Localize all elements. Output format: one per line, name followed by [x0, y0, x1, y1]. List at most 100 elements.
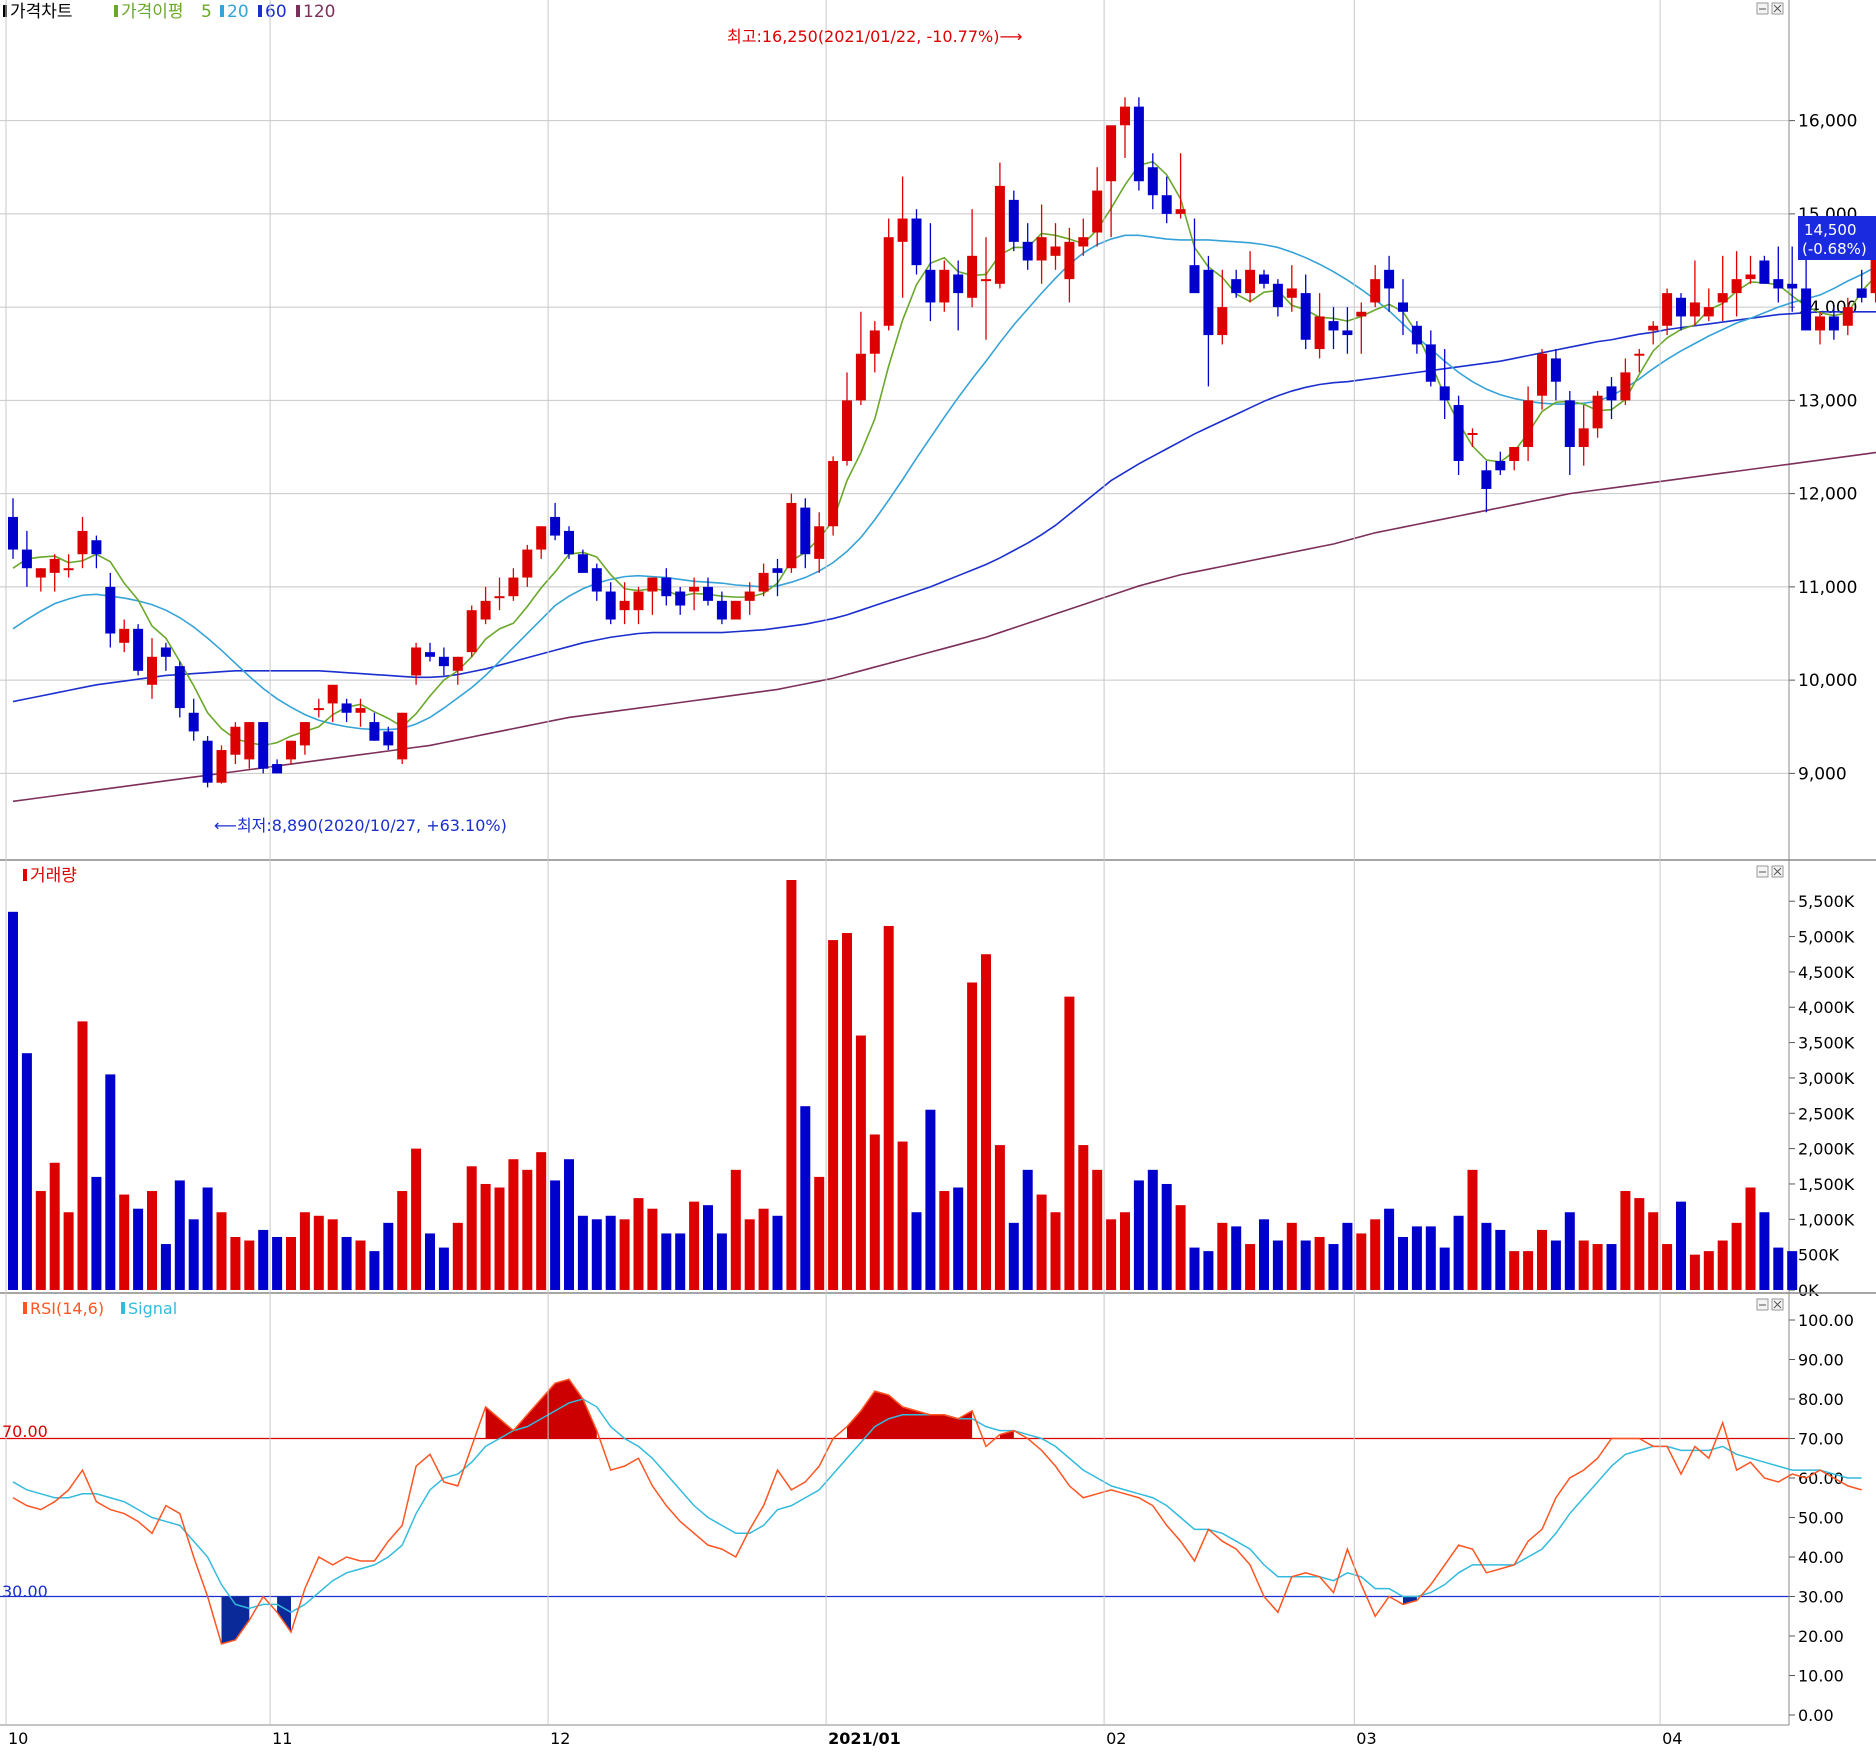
- rsi-tick-label: 30.00: [1798, 1588, 1844, 1607]
- volume-bar: [1648, 1212, 1659, 1290]
- volume-bar: [438, 1247, 449, 1290]
- legend-marker-ma20: [220, 5, 224, 17]
- candle-body: [35, 568, 46, 578]
- volume-tick-label: 4,000K: [1798, 998, 1855, 1017]
- candle-body: [341, 703, 352, 713]
- candle-body: [1286, 288, 1297, 298]
- current-price-background: [1798, 216, 1876, 260]
- volume-bar: [369, 1251, 380, 1290]
- candle-body: [967, 255, 978, 298]
- rsi-panel-buttons: [1756, 1298, 1784, 1311]
- volume-bar: [1537, 1229, 1547, 1290]
- rsi-overbought-area: [999, 1430, 1014, 1439]
- candle-body: [21, 549, 32, 569]
- volume-bar: [1245, 1244, 1256, 1290]
- candle-body: [1272, 283, 1283, 308]
- price-tick-label: 9,000: [1798, 764, 1847, 784]
- volume-bar: [1398, 1236, 1408, 1290]
- candle-body: [1717, 293, 1728, 303]
- candle-body: [1828, 316, 1839, 331]
- legend-marker-signal: [121, 1302, 125, 1314]
- volume-bar: [8, 911, 18, 1290]
- x-axis: 10 11 12 2021/01 02 03 04: [5, 0, 1682, 1748]
- volume-bar: [1133, 1180, 1144, 1290]
- candle-body: [1648, 325, 1659, 331]
- candle-body: [244, 722, 255, 760]
- volume-bar: [703, 1205, 713, 1290]
- rsi-tick-label: 50.00: [1798, 1509, 1844, 1528]
- volume-legend-title: 거래량: [30, 866, 77, 886]
- volume-bar: [1161, 1183, 1172, 1290]
- volume-bar: [758, 1208, 769, 1290]
- volume-tick-label: 3,000K: [1798, 1069, 1855, 1088]
- legend-marker-ma60: [258, 5, 262, 17]
- volume-bar: [1147, 1169, 1158, 1290]
- current-price: 14,500: [1804, 221, 1857, 239]
- candle-body: [355, 708, 366, 713]
- volume-bar: [272, 1236, 283, 1290]
- volume-bar: [494, 1187, 505, 1290]
- volume-bar: [1467, 1169, 1478, 1290]
- x-tick-label: 04: [1662, 1729, 1682, 1748]
- candle-body: [1467, 433, 1478, 436]
- volume-bar: [1620, 1191, 1631, 1290]
- candle-body: [1133, 106, 1144, 182]
- volume-bar: [1634, 1198, 1645, 1290]
- volume-bar: [772, 1215, 783, 1290]
- candle-body: [1008, 199, 1019, 242]
- rsi-upper-line-label: 70.00: [2, 1422, 48, 1441]
- volume-bar: [522, 1169, 533, 1290]
- volume-bar: [1286, 1222, 1297, 1290]
- candle-body: [1481, 470, 1492, 489]
- volume-tick-label: 1,000K: [1798, 1210, 1855, 1229]
- candle-body: [425, 652, 435, 657]
- candle-body: [313, 708, 324, 711]
- candle-body: [327, 684, 338, 704]
- rsi-legend-title: RSI(14,6): [30, 1299, 104, 1318]
- ma120-line: [12, 451, 1876, 803]
- volume-bar: [1606, 1244, 1617, 1290]
- candle-body: [730, 600, 741, 620]
- rsi-grid: 0.00 10.00 20.00 30.00 40.00 50.00 60.00 70.00 8…: [0, 1311, 1854, 1725]
- candle-body: [633, 591, 644, 611]
- rsi-oversold-area: [221, 1596, 250, 1644]
- ma60-line: [12, 310, 1876, 703]
- candle-body: [216, 750, 227, 783]
- price-tick-label: 16,000: [1798, 112, 1857, 132]
- candle-body: [105, 586, 116, 634]
- candle-body: [1662, 293, 1673, 326]
- volume-bar: [828, 940, 839, 1290]
- candle-body: [1620, 372, 1631, 401]
- candle-body: [1689, 302, 1700, 317]
- volume-bar: [1564, 1212, 1575, 1290]
- volume-bar: [147, 1191, 157, 1290]
- candle-body: [91, 540, 102, 555]
- close-icon-glyph: [1773, 1300, 1782, 1309]
- candle-body: [1425, 344, 1436, 382]
- volume-bar: [174, 1180, 185, 1290]
- volume-bar: [1064, 996, 1075, 1290]
- volume-tick-label: 0K: [1798, 1281, 1819, 1300]
- legend-ma120: 120: [303, 2, 335, 22]
- candle-body: [174, 666, 185, 709]
- candle-body: [1564, 400, 1575, 447]
- candle-body: [77, 530, 88, 555]
- candle-body: [369, 722, 380, 741]
- price-legend-ma-label: 가격이평: [121, 2, 184, 22]
- volume-bar: [1231, 1226, 1242, 1290]
- candle-body: [133, 628, 144, 671]
- volume-bar: [1509, 1251, 1520, 1290]
- candle-body: [1356, 311, 1367, 317]
- candle-body: [897, 218, 908, 242]
- volume-bar: [1550, 1240, 1561, 1290]
- low-annotation: ⟵최저:8,890(2020/10/27, +63.10%): [214, 816, 507, 835]
- volume-bar: [1328, 1244, 1339, 1290]
- candle-body: [1217, 307, 1228, 336]
- volume-bar: [661, 1233, 672, 1290]
- price-tick-label: 13,000: [1798, 391, 1857, 411]
- volume-bar: [411, 1148, 422, 1290]
- volume-bar: [202, 1187, 213, 1290]
- price-tick-label: 12,000: [1798, 485, 1857, 505]
